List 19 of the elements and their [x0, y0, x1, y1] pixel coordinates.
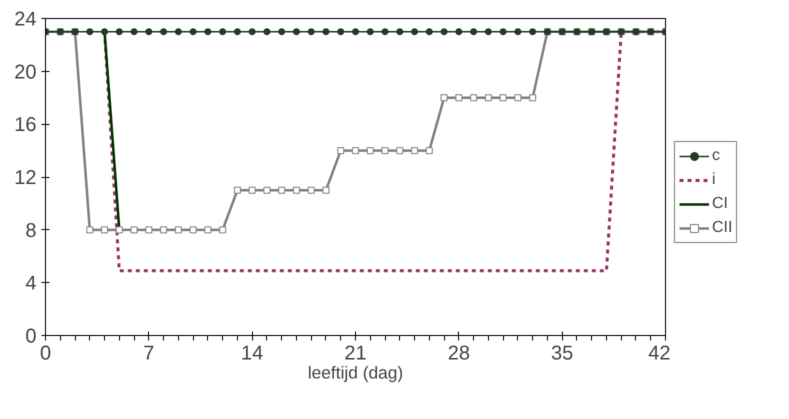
legend-label: CI: [712, 194, 729, 212]
y-tick-label: 4: [25, 272, 36, 295]
y-tick-label: 12: [14, 167, 37, 189]
y-tick-label: 0: [25, 326, 36, 348]
x-tick-label: 21: [344, 342, 367, 364]
x-tick-label: 42: [648, 342, 671, 364]
x-tick-label: 0: [40, 342, 52, 364]
y-tick-label: 16: [14, 114, 37, 136]
legend-label: i: [712, 170, 717, 188]
x-tick-label: 28: [448, 342, 470, 364]
y-tick-label: 20: [14, 61, 37, 84]
x-tick-label: 7: [143, 342, 154, 364]
x-tick-label: 14: [241, 342, 264, 364]
x-axis-title: leeftijd (dag): [308, 362, 404, 382]
y-tick-label: 8: [25, 220, 36, 242]
legend-label: CII: [712, 218, 732, 236]
x-tick-label: 35: [551, 342, 574, 364]
y-tick-label: 24: [14, 8, 37, 30]
legend-label: c: [712, 146, 721, 164]
